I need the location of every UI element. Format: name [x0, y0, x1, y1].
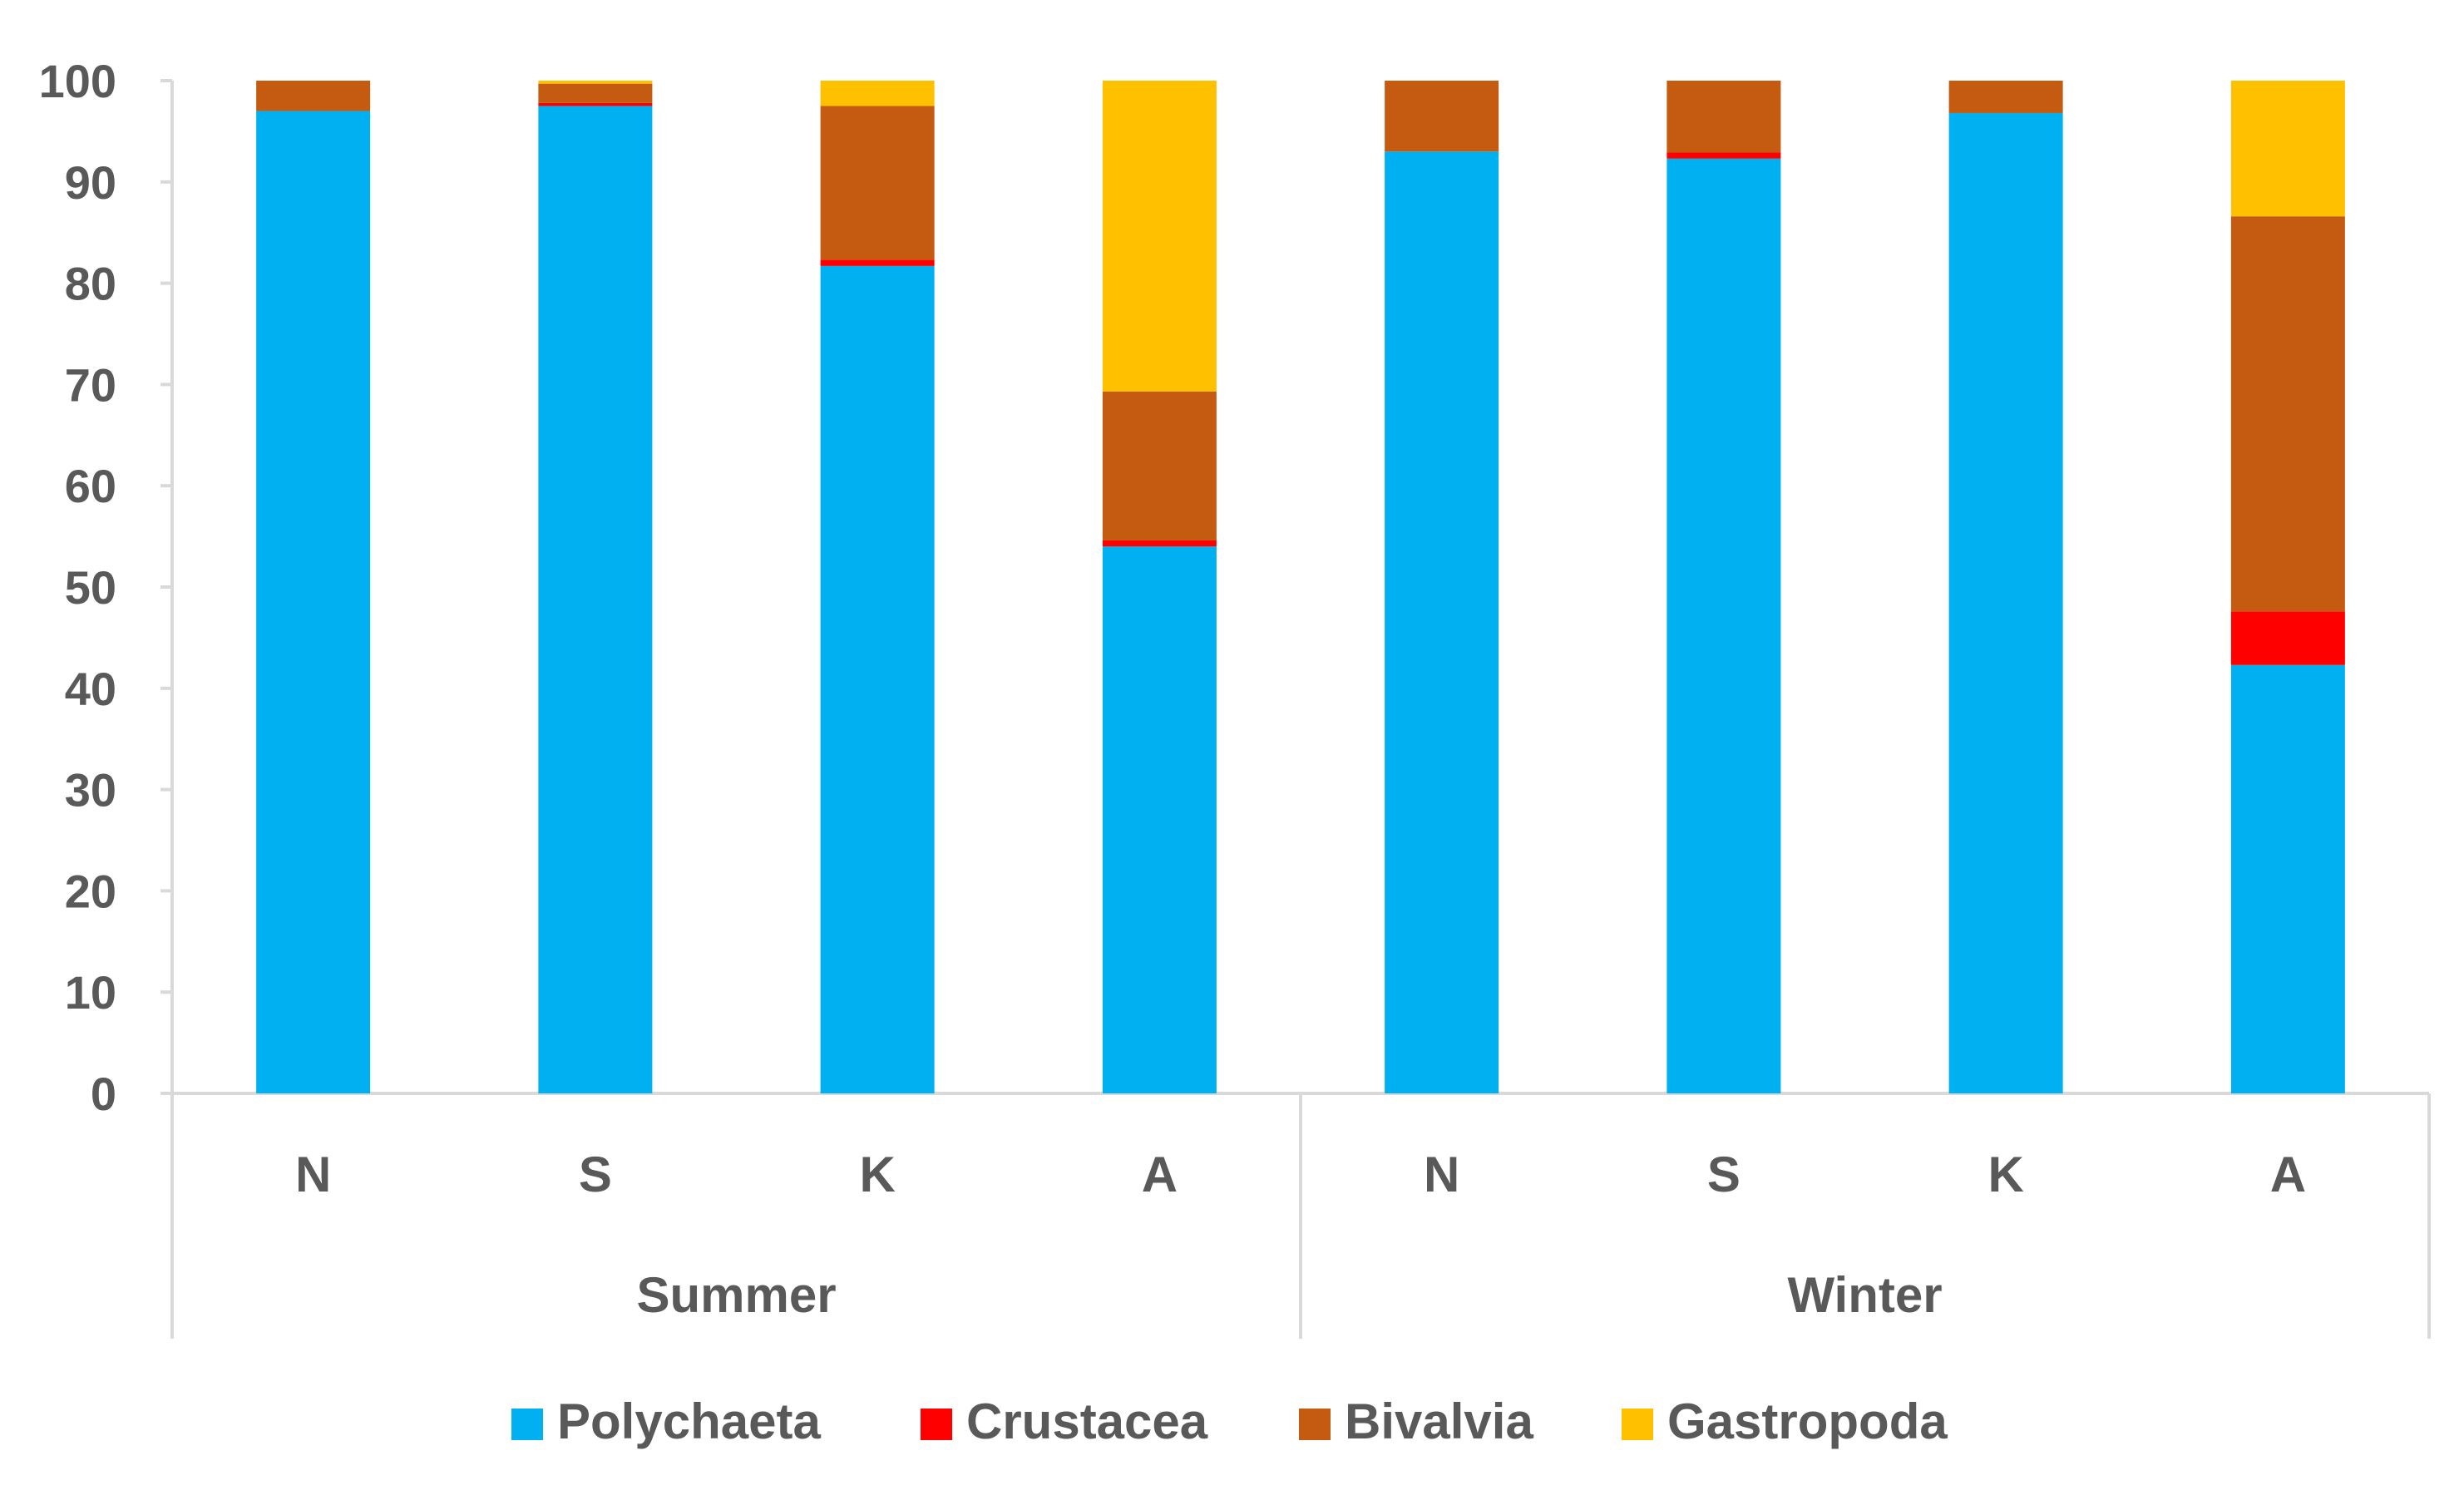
y-tick-label: 30: [65, 764, 116, 817]
bar-segment-bivalvia-summer-n: [256, 81, 371, 111]
y-tick-label: 90: [65, 156, 116, 209]
bar-segment-bivalvia-winter-a: [2230, 216, 2345, 612]
bar-segment-polychaeta-summer-a: [1102, 546, 1217, 1093]
y-tick-label: 80: [65, 258, 116, 310]
x-category-label: A: [2270, 1147, 2306, 1202]
y-tick-label: 0: [91, 1068, 116, 1120]
bar-segment-polychaeta-summer-k: [820, 265, 935, 1093]
legend-label-crustacea: Crustacea: [966, 1394, 1208, 1449]
bar-segment-bivalvia-summer-a: [1102, 391, 1217, 540]
bar-segment-polychaeta-winter-k: [1948, 112, 2063, 1094]
x-category-label: K: [1987, 1147, 2023, 1202]
bar-segment-gastropoda-winter-a: [2230, 81, 2345, 217]
y-tick-label: 40: [65, 663, 116, 715]
y-tick-label: 100: [39, 55, 116, 107]
bar-segment-gastropoda-summer-k: [820, 81, 935, 106]
bar-segment-crustacea-summer-k: [820, 259, 935, 266]
bar-segment-bivalvia-winter-k: [1948, 81, 2063, 113]
y-tick-label: 20: [65, 865, 116, 917]
bar-segment-bivalvia-winter-n: [1385, 81, 1499, 152]
x-category-label: K: [859, 1147, 895, 1202]
x-category-label: S: [1707, 1147, 1741, 1202]
y-tick-label: 10: [65, 966, 116, 1019]
legend: Polychaeta Crustacea Bivalvia Gastropoda: [511, 1394, 1948, 1449]
bar-segment-bivalvia-summer-s: [538, 83, 653, 103]
legend-label-bivalvia: Bivalvia: [1345, 1394, 1533, 1449]
legend-label-gastropoda: Gastropoda: [1667, 1394, 1948, 1449]
bar-segment-bivalvia-summer-k: [820, 106, 935, 260]
legend-swatch-bivalvia: [1299, 1409, 1331, 1440]
bar-segment-polychaeta-summer-n: [256, 111, 371, 1093]
x-category-label: S: [579, 1147, 612, 1202]
legend-swatch-polychaeta: [511, 1409, 543, 1440]
x-group-label: Winter: [1787, 1267, 1942, 1323]
x-group-label: Summer: [636, 1267, 836, 1323]
y-tick-label: 60: [65, 460, 116, 512]
x-axis-group-labels: Summer Winter: [636, 1267, 1942, 1323]
x-category-label: N: [295, 1147, 331, 1202]
bar-segment-gastropoda-summer-s: [538, 81, 653, 84]
bar-segment-crustacea-summer-a: [1102, 540, 1217, 547]
x-category-label: N: [1424, 1147, 1459, 1202]
bar-segment-polychaeta-winter-n: [1385, 151, 1499, 1093]
bar-segment-polychaeta-winter-s: [1667, 158, 1781, 1093]
bar-segment-crustacea-winter-s: [1667, 152, 1781, 159]
bar-segment-bivalvia-winter-s: [1667, 81, 1781, 153]
bar-segment-polychaeta-winter-a: [2230, 664, 2345, 1093]
axes: [170, 81, 2431, 1339]
y-tick-label: 50: [65, 561, 116, 614]
y-tick-label: 70: [65, 358, 116, 411]
legend-swatch-crustacea: [921, 1409, 952, 1440]
legend-label-polychaeta: Polychaeta: [557, 1394, 821, 1449]
x-category-label: A: [1142, 1147, 1178, 1202]
bar-segment-crustacea-summer-s: [538, 102, 653, 106]
bar-segment-polychaeta-summer-s: [538, 106, 653, 1094]
bar-segment-gastropoda-summer-a: [1102, 81, 1217, 392]
bars: [256, 81, 2345, 1094]
legend-swatch-gastropoda: [1622, 1409, 1653, 1440]
bar-segment-crustacea-winter-a: [2230, 611, 2345, 665]
y-axis-ticks: 0 10 20 30 40 50 60 70 80 90 100: [39, 55, 172, 1120]
